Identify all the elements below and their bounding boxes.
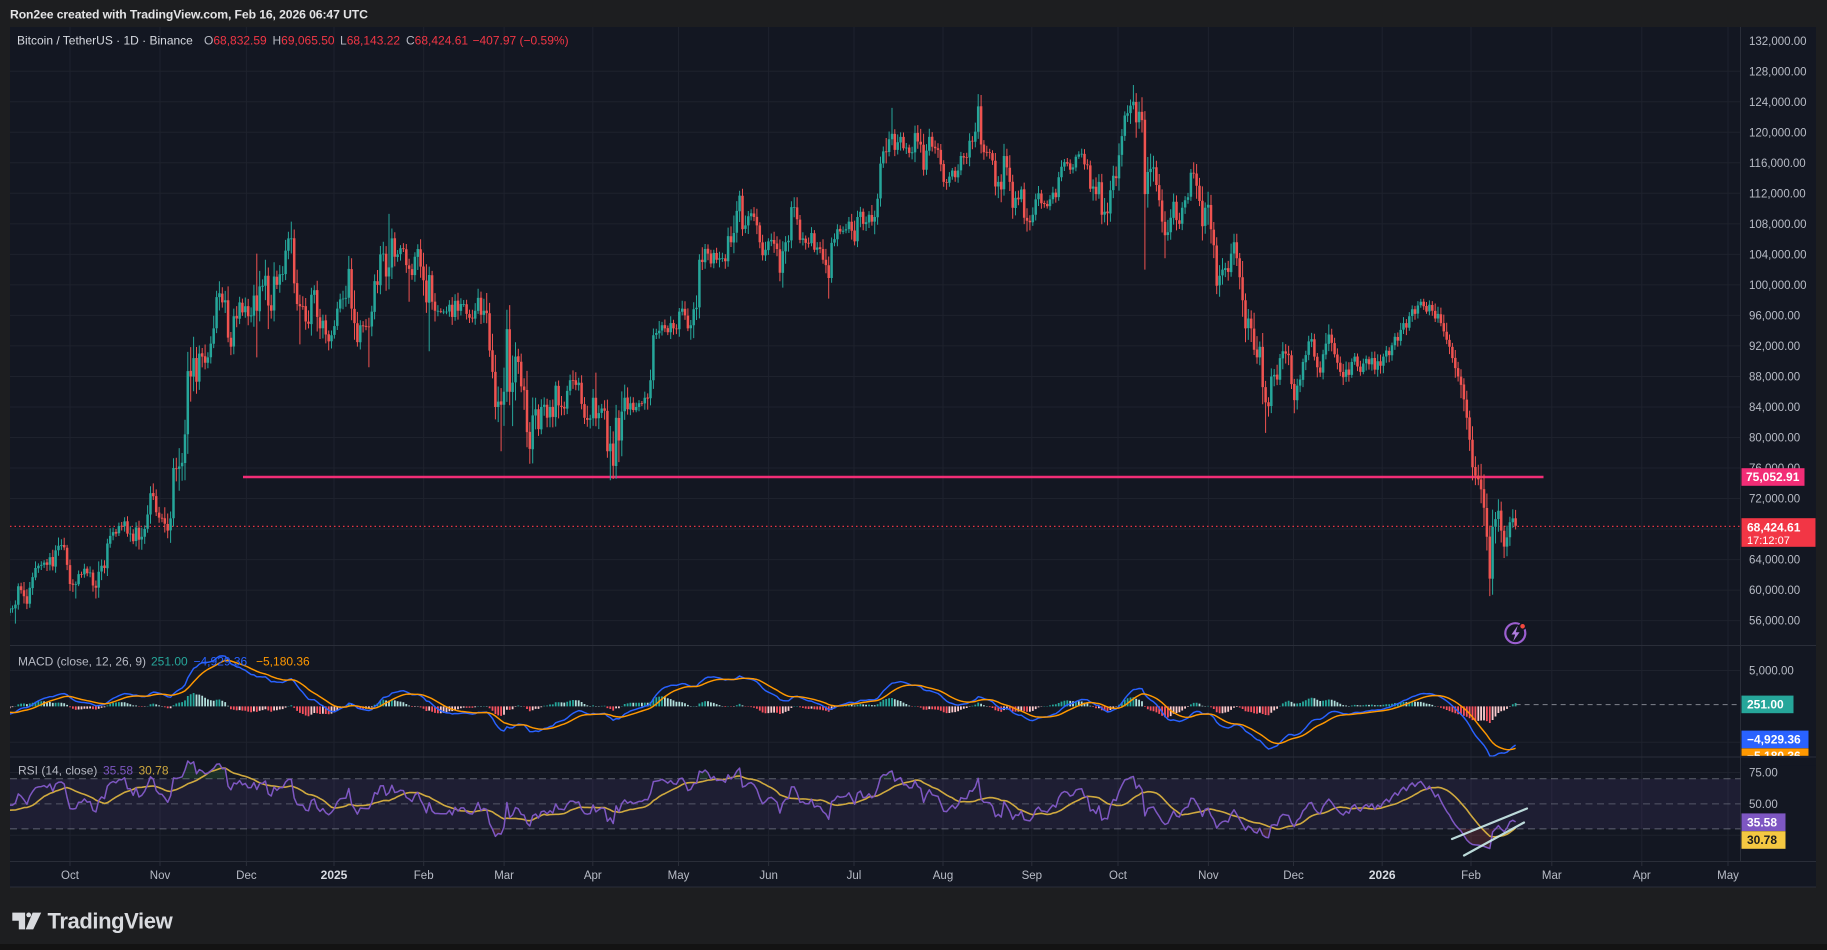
svg-text:75.00: 75.00 [1749,768,1778,780]
svg-text:120,000.00: 120,000.00 [1749,127,1807,139]
svg-text:96,000.00: 96,000.00 [1749,310,1800,322]
svg-text:May: May [1717,870,1739,882]
svg-text:50.00: 50.00 [1749,799,1778,811]
svg-text:116,000.00: 116,000.00 [1749,158,1806,170]
svg-text:104,000.00: 104,000.00 [1749,249,1807,261]
svg-text:Mar: Mar [494,870,514,882]
svg-text:Ron2ee created with TradingVie: Ron2ee created with TradingView.com, Feb… [10,8,368,22]
svg-text:80,000.00: 80,000.00 [1749,433,1800,445]
svg-text:75,052.91: 75,052.91 [1746,470,1800,484]
svg-text:Nov: Nov [1198,870,1219,882]
svg-text:Oct: Oct [1109,870,1128,882]
svg-text:MACD (close, 12, 26, 9)251.00−: MACD (close, 12, 26, 9) 251.00 −4,929.36 −5… [18,655,310,669]
svg-text:Aug: Aug [933,870,953,882]
svg-text:92,000.00: 92,000.00 [1749,341,1800,353]
svg-text:Apr: Apr [584,870,602,882]
svg-text:88,000.00: 88,000.00 [1749,372,1800,384]
svg-text:Mar: Mar [1542,870,1562,882]
svg-text:56,000.00: 56,000.00 [1749,616,1800,628]
svg-text:TradingView: TradingView [48,909,174,934]
svg-text:35.58: 35.58 [1747,815,1777,829]
svg-text:Jul: Jul [847,870,862,882]
svg-text:Feb: Feb [414,870,434,882]
svg-text:72,000.00: 72,000.00 [1749,494,1800,506]
svg-text:Dec: Dec [236,870,257,882]
svg-text:84,000.00: 84,000.00 [1749,402,1800,414]
svg-text:251.00: 251.00 [1747,698,1784,712]
svg-text:132,000.00: 132,000.00 [1749,36,1807,48]
svg-text:128,000.00: 128,000.00 [1749,66,1807,78]
svg-text:5,000.00: 5,000.00 [1749,666,1794,678]
svg-text:112,000.00: 112,000.00 [1749,188,1806,200]
svg-text:May: May [668,870,690,882]
svg-text:Nov: Nov [150,870,171,882]
svg-text:2025: 2025 [321,868,348,882]
svg-text:64,000.00: 64,000.00 [1749,555,1800,567]
svg-text:100,000.00: 100,000.00 [1749,280,1807,292]
svg-text:68,424.61: 68,424.61 [1747,520,1801,534]
svg-text:Oct: Oct [61,870,80,882]
svg-text:30.78: 30.78 [1747,833,1777,847]
svg-text:60,000.00: 60,000.00 [1749,585,1800,597]
svg-text:Feb: Feb [1461,870,1481,882]
svg-text:Dec: Dec [1283,870,1304,882]
svg-text:124,000.00: 124,000.00 [1749,97,1807,109]
svg-text:Sep: Sep [1022,870,1042,882]
svg-text:−4,929.36: −4,929.36 [1747,733,1801,747]
svg-text:Apr: Apr [1633,870,1651,882]
svg-text:Bitcoin / TetherUS · 1D · Bina: Bitcoin / TetherUS · 1D · Binance O68,832… [17,34,569,48]
svg-text:Jun: Jun [759,870,778,882]
svg-text:108,000.00: 108,000.00 [1749,219,1807,231]
svg-text:2026: 2026 [1369,868,1396,882]
svg-text:17:12:07: 17:12:07 [1747,535,1790,547]
